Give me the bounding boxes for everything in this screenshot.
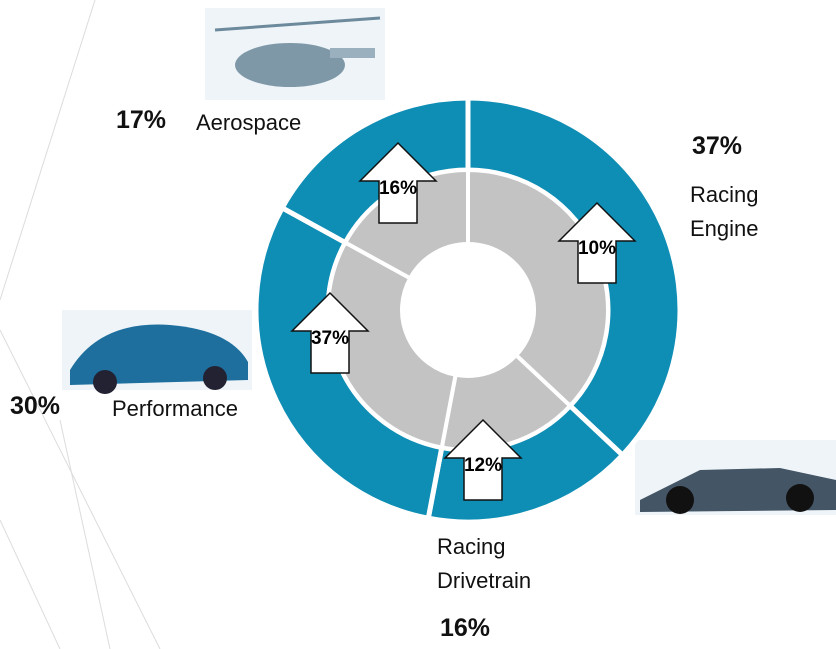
growth-label: 37% — [311, 328, 349, 349]
category-label: Performance — [112, 396, 238, 421]
inner-segment — [342, 167, 470, 281]
share-label: 17% — [116, 106, 167, 134]
category-label: Racing Engine — [690, 182, 759, 241]
car-image — [62, 310, 252, 394]
racecar-image — [635, 440, 836, 515]
category-label: Aerospace — [196, 110, 302, 135]
growth-label: 16% — [379, 178, 417, 199]
growth-arrow — [358, 141, 438, 224]
share-label: 37% — [692, 132, 743, 160]
inner-segment — [439, 352, 573, 452]
background-lines — [0, 0, 161, 649]
share-label: 16% — [440, 614, 491, 642]
growth-label: 10% — [578, 238, 616, 259]
growth-arrow — [443, 418, 523, 501]
growth-arrow — [290, 291, 370, 374]
helicopter-image — [205, 8, 385, 100]
inner-segment — [326, 239, 458, 450]
growth-label: 12% — [464, 455, 502, 476]
category-label: Racing Drivetrain — [437, 534, 532, 593]
share-label: 30% — [10, 392, 61, 420]
growth-arrow — [557, 201, 637, 284]
